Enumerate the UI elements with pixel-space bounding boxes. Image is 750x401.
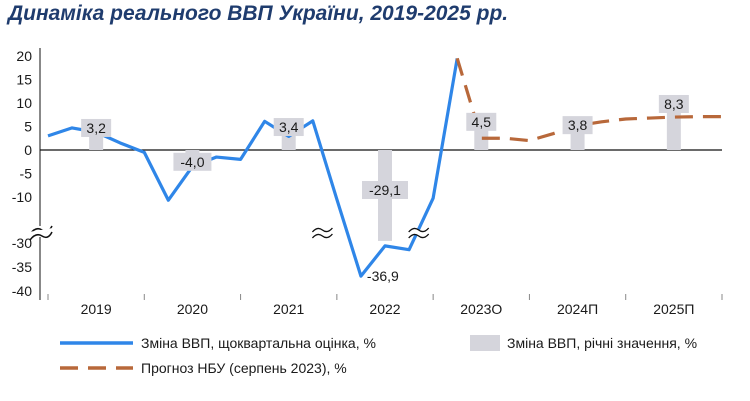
y-tick-label: 20 (16, 48, 32, 64)
legend-label-quarterly: Зміна ВВП, щоквартальна оцінка, % (141, 335, 376, 351)
x-tick-label: 2019 (81, 301, 112, 317)
y-tick-label: -40 (12, 283, 32, 299)
legend-label-annual: Зміна ВВП, річні значення, % (507, 335, 697, 351)
annual-label-box (173, 152, 212, 171)
y-tick-label: 0 (24, 142, 32, 158)
y-tick-label: 10 (16, 95, 32, 111)
line-break-mark (311, 227, 333, 233)
annual-value-label: 4,5 (472, 114, 492, 130)
annual-value-label: -4,0 (180, 154, 204, 170)
annual-bar (89, 134, 104, 150)
series-line-forecast (455, 57, 722, 143)
annual-label-box (562, 116, 593, 135)
line-break-mark (408, 227, 430, 233)
annual-label-box (658, 94, 689, 113)
y-tick-label: 5 (24, 119, 32, 135)
annual-label-box (466, 112, 497, 131)
line-break-gap (310, 228, 335, 238)
x-tick-label: 2021 (273, 301, 304, 317)
y-tick-label: -10 (12, 189, 32, 205)
x-tick-label: 2024П (557, 301, 598, 317)
annual-label-box (362, 181, 408, 199)
annual-value-label: 3,8 (568, 117, 588, 133)
annual-value-label: 3,2 (86, 120, 106, 136)
annual-bar (666, 110, 681, 150)
annual-value-label: -29,1 (369, 182, 401, 198)
x-tick-label: 2025П (653, 301, 694, 317)
x-tick-label: 2020 (177, 301, 208, 317)
chart-title: Динаміка реального ВВП України, 2019-202… (8, 2, 509, 25)
line-break-mark (408, 233, 430, 239)
y-tick-label: -35 (12, 259, 32, 275)
annual-bar (281, 134, 296, 150)
series-line-quarterly (47, 58, 459, 278)
y-tick-label: -30 (12, 235, 32, 251)
axis-break-gap (25, 227, 57, 236)
annual-label-box (81, 118, 112, 137)
axis-break-mark (29, 231, 53, 241)
line-break-mark (311, 233, 333, 239)
annual-value-label: 3,4 (279, 119, 299, 135)
y-tick-label: 15 (16, 72, 32, 88)
line-break-gap (406, 228, 431, 238)
legend-swatch-annual (470, 335, 500, 351)
annual-label-box (273, 118, 304, 137)
min-value-label: -36,9 (367, 268, 399, 284)
x-tick-label: 2022 (369, 301, 400, 317)
annual-bar (570, 132, 585, 150)
annual-bar (474, 128, 489, 150)
annual-value-label: 8,3 (664, 96, 684, 112)
x-tick-label: 2023О (460, 301, 502, 317)
y-tick-label: -5 (20, 166, 33, 182)
legend-label-forecast: Прогноз НБУ (серпень 2023), % (141, 360, 347, 376)
